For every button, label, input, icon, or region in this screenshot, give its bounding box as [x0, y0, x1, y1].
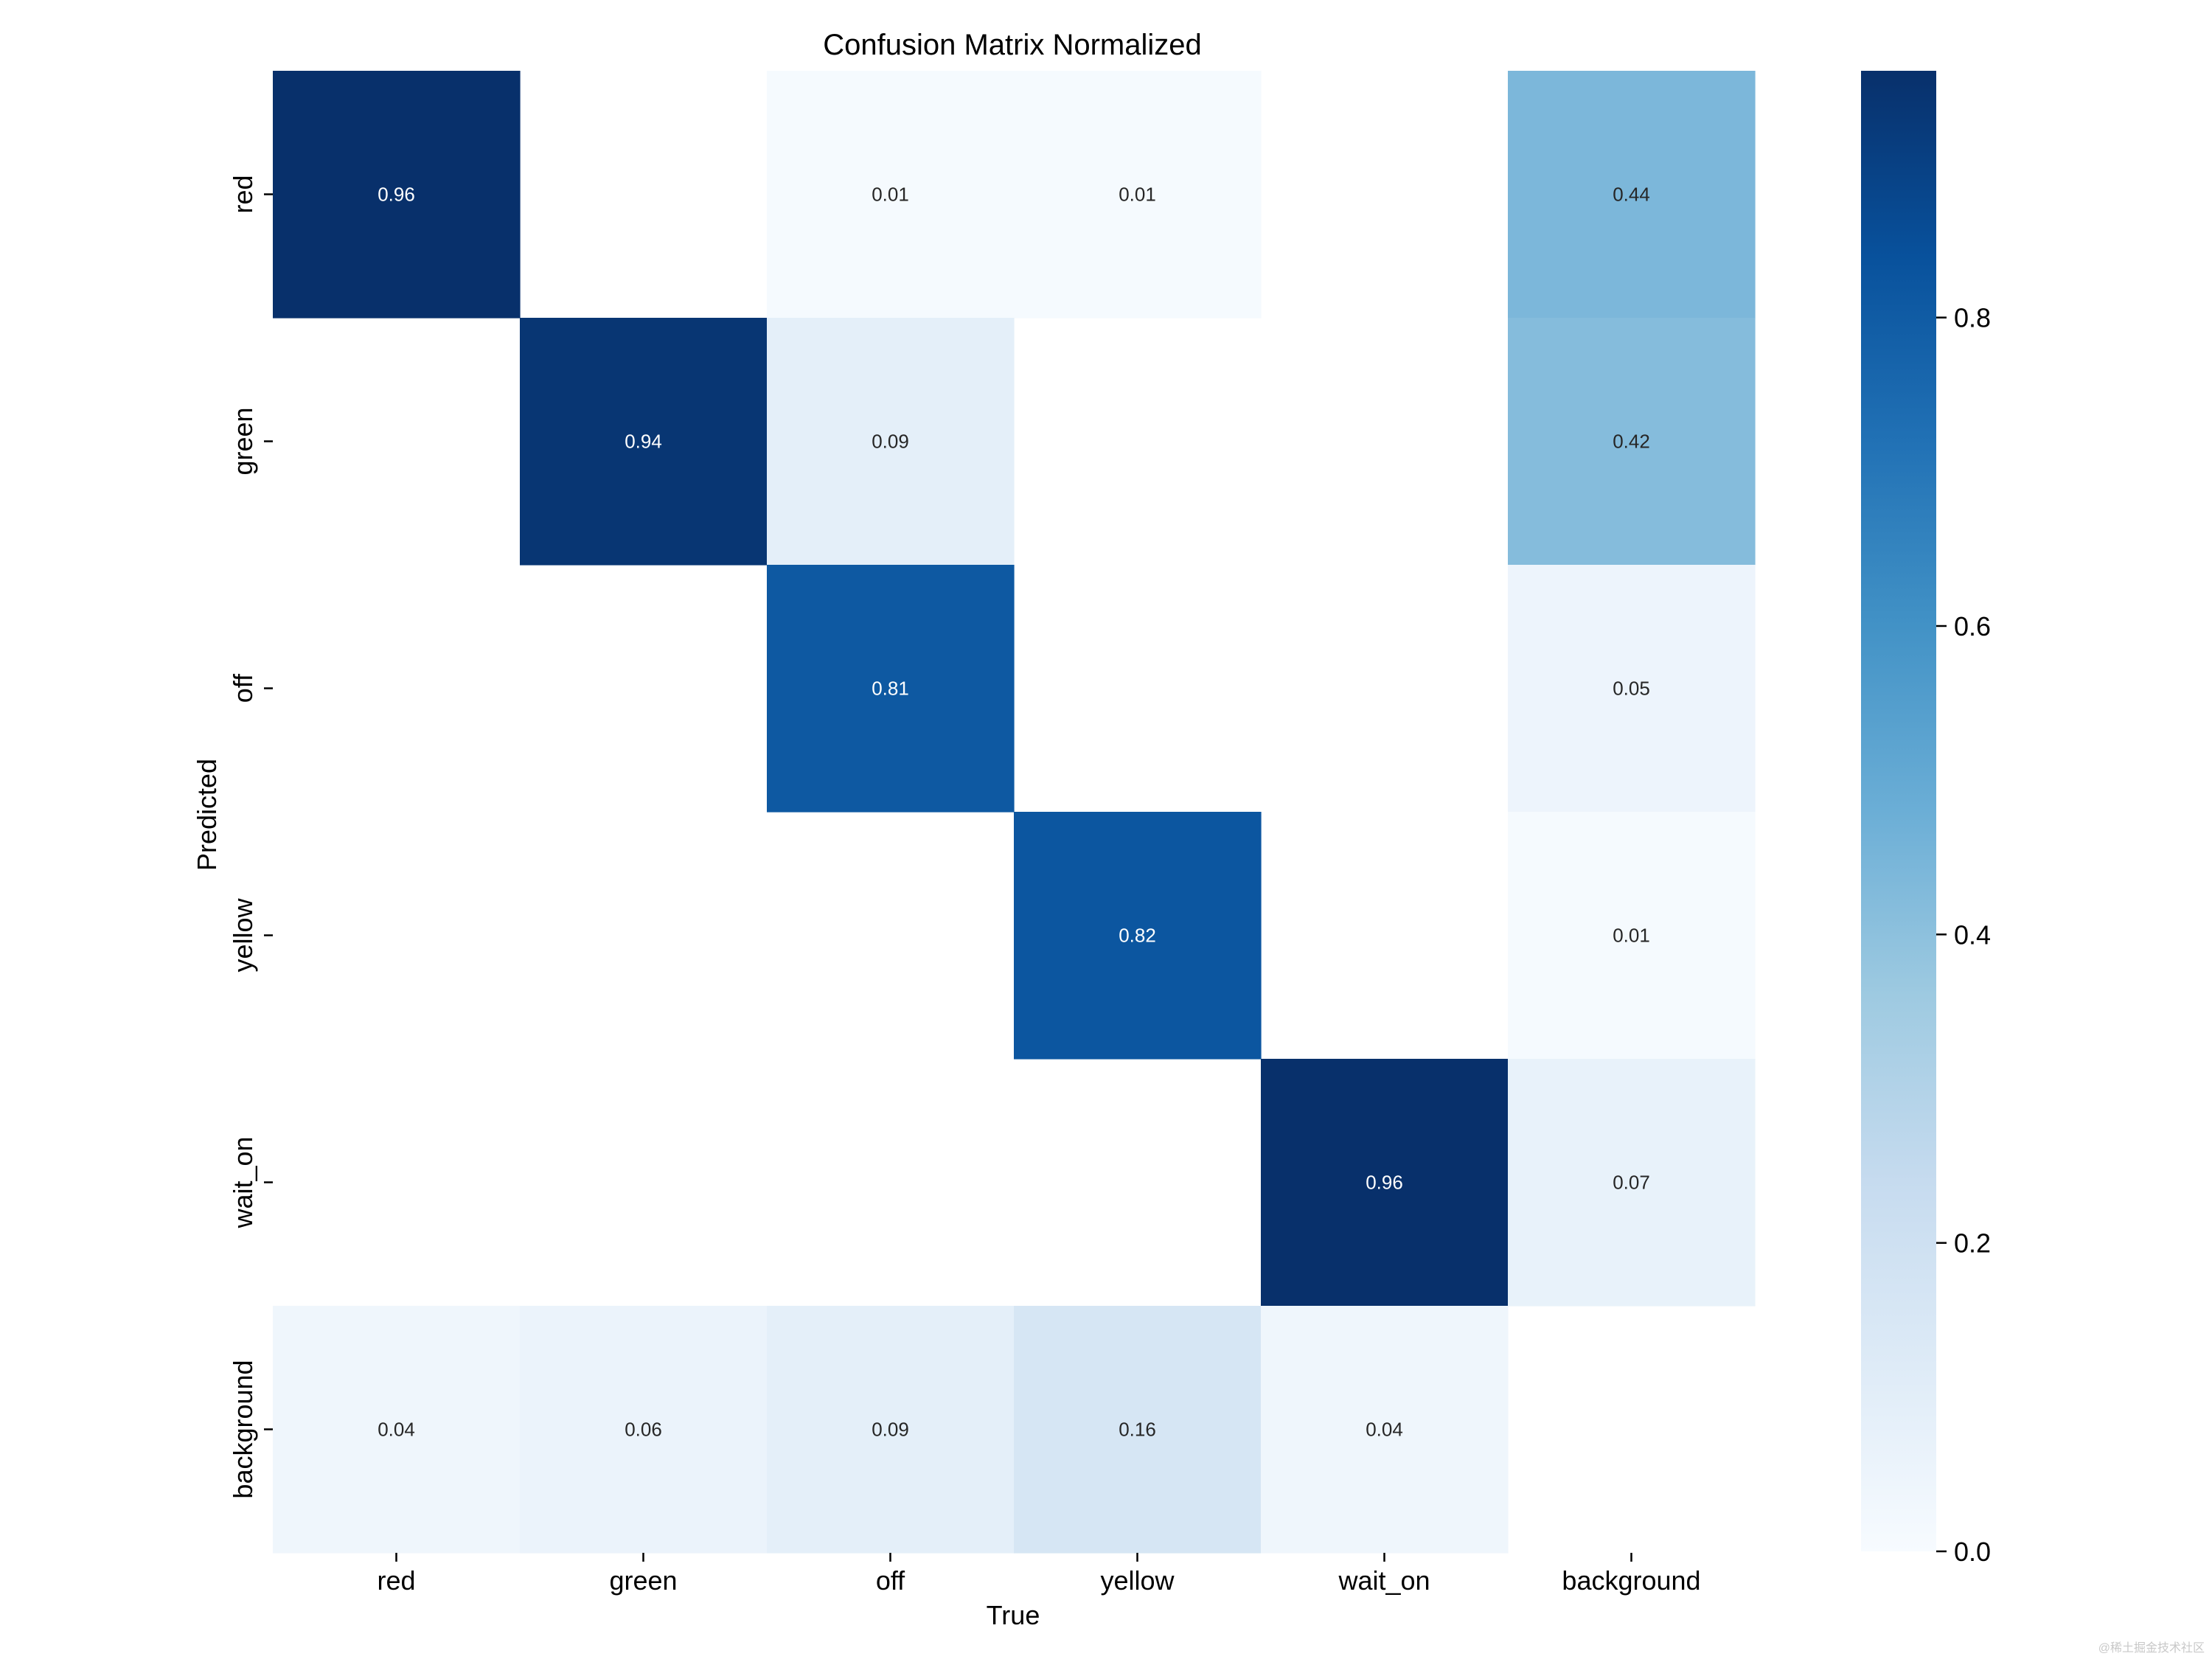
cell-value-label: 0.96: [1366, 1172, 1403, 1194]
heatmap-cell: [520, 318, 768, 566]
heatmap-cell: [767, 565, 1015, 813]
y-tick-label: off: [228, 673, 258, 703]
x-tick-label: background: [1562, 1565, 1700, 1596]
cell-value-label: 0.96: [378, 184, 415, 206]
colorbar-tick-label: 0.8: [1954, 303, 1991, 333]
cell-value-label: 0.01: [1119, 184, 1156, 206]
cell-value-label: 0.16: [1119, 1419, 1156, 1441]
cell-value-label: 0.01: [872, 184, 909, 206]
cell-value-label: 0.94: [625, 431, 662, 453]
heatmap-cell: [1508, 812, 1756, 1060]
heatmap-cell: [520, 1306, 768, 1554]
heatmap-cell: [1014, 812, 1262, 1060]
x-tick-label: off: [876, 1565, 905, 1596]
heatmap-cell: [273, 71, 521, 319]
heatmap-cell: [1261, 1059, 1509, 1307]
x-tick-label: wait_on: [1338, 1565, 1430, 1596]
heatmap-cell: [767, 1306, 1015, 1554]
cell-value-label: 0.05: [1613, 678, 1650, 700]
colorbar-tick-label: 0.0: [1954, 1537, 1991, 1567]
heatmap-cell: [767, 318, 1015, 566]
chart-title: Confusion Matrix Normalized: [823, 29, 1202, 61]
watermark-text: @稀土掘金技术社区: [2098, 1641, 2205, 1655]
cell-value-label: 0.01: [1613, 925, 1650, 947]
cell-value-label: 0.04: [1366, 1419, 1403, 1441]
colorbar-tick-label: 0.2: [1954, 1228, 1991, 1259]
colorbar-tick-label: 0.6: [1954, 611, 1991, 641]
x-tick-label: red: [377, 1565, 415, 1596]
x-axis-label: True: [987, 1600, 1040, 1630]
colorbar-tick-label: 0.4: [1954, 919, 1991, 950]
cell-value-label: 0.07: [1613, 1172, 1650, 1194]
heatmap-cell: [1508, 71, 1756, 319]
y-tick-label: green: [228, 407, 258, 475]
heatmap-cell: [1014, 71, 1262, 319]
heatmap-cell: [1508, 1059, 1756, 1307]
colorbar: 0.0 0.2 0.4 0.6 0.8: [1861, 71, 1991, 1567]
cell-value-label: 0.44: [1613, 184, 1650, 206]
y-tick-label: yellow: [228, 897, 258, 972]
y-tick-label: background: [228, 1360, 258, 1498]
cell-value-label: 0.09: [872, 431, 909, 453]
y-tick-label: red: [228, 175, 258, 213]
y-tick-label: wait_on: [228, 1136, 258, 1228]
x-axis: red green off yellow wait_on background: [377, 1553, 1701, 1596]
colorbar-gradient: [1861, 71, 1936, 1551]
heatmap-cell: [1508, 318, 1756, 566]
colorbar-ticks: 0.0 0.2 0.4 0.6 0.8: [1936, 303, 1991, 1567]
y-axis: red green off yellow wait_on background: [228, 175, 273, 1499]
cell-value-label: 0.06: [625, 1419, 662, 1441]
cell-value-label: 0.04: [378, 1419, 415, 1441]
cell-value-label: 0.42: [1613, 431, 1650, 453]
cell-value-label: 0.82: [1119, 925, 1156, 947]
x-tick-label: green: [609, 1565, 677, 1596]
heatmap-cell: [1261, 1306, 1509, 1554]
heatmap-cell: [1014, 1306, 1262, 1554]
x-tick-label: yellow: [1100, 1565, 1175, 1596]
heatmap-cell: [273, 1306, 521, 1554]
heatmap-cell-labels: 0.96 0.01 0.01 0.44 0.94 0.09 0.42 0.81 0.05 0.82…: [378, 184, 1650, 1441]
heatmap-cells: [273, 71, 1756, 1554]
cell-value-label: 0.81: [872, 678, 909, 700]
heatmap-cell: [1508, 565, 1756, 813]
cell-value-label: 0.09: [872, 1419, 909, 1441]
heatmap-cell: [767, 71, 1015, 319]
y-axis-label: Predicted: [192, 759, 222, 871]
